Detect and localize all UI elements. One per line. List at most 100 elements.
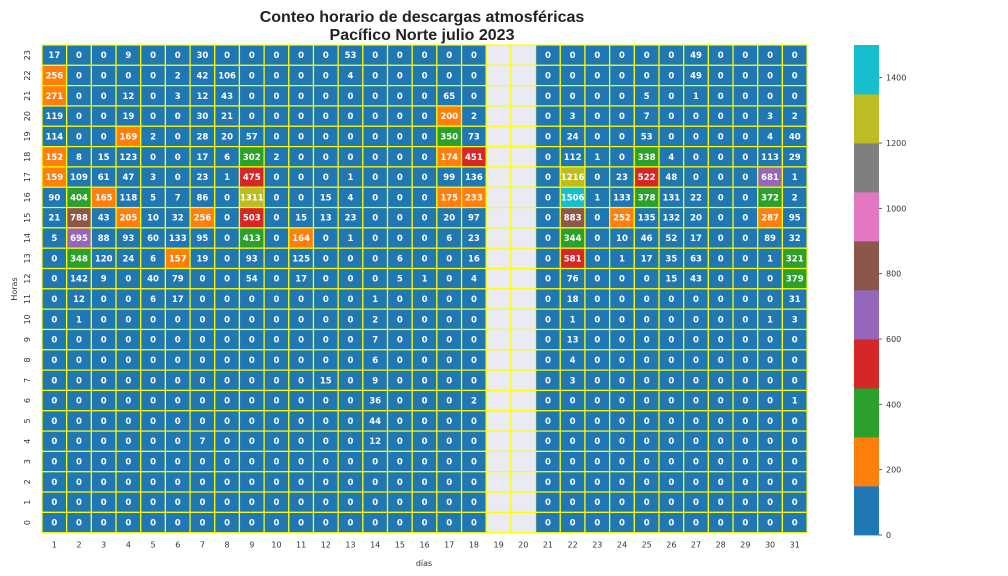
heatmap-cell-label: 0 <box>224 275 230 285</box>
x-tick-label: 11 <box>296 541 306 550</box>
y-tick-label: 14 <box>23 233 32 243</box>
heatmap-cell-missing <box>485 450 512 473</box>
heatmap-cell-label: 0 <box>446 336 452 346</box>
heatmap-cell-label: 0 <box>471 51 477 61</box>
heatmap-cell-label: 63 <box>690 254 702 264</box>
heatmap-cell-label: 0 <box>249 519 255 529</box>
heatmap-cell <box>781 511 808 534</box>
heatmap-cell-label: 113 <box>761 153 779 163</box>
colorbar-segment <box>854 143 879 193</box>
heatmap-cell-label: 49 <box>690 71 702 81</box>
heatmap-cell-label: 0 <box>594 132 600 142</box>
heatmap-cell-label: 379 <box>786 275 804 285</box>
heatmap-cell-label: 0 <box>372 498 378 508</box>
heatmap-cell-label: 2 <box>792 193 798 203</box>
y-tick-label: 19 <box>23 131 32 141</box>
heatmap-cell-label: 0 <box>668 356 674 366</box>
heatmap-cell-label: 0 <box>273 112 279 122</box>
heatmap-cell-label: 0 <box>51 376 57 386</box>
heatmap-cell-label: 0 <box>51 478 57 488</box>
heatmap-cell-label: 17 <box>295 275 307 285</box>
heatmap-cell-label: 1 <box>224 173 230 183</box>
heatmap-cell-label: 0 <box>249 92 255 102</box>
heatmap-cell-label: 0 <box>619 132 625 142</box>
heatmap-cell-label: 6 <box>224 153 230 163</box>
heatmap-cell-label: 0 <box>348 356 354 366</box>
heatmap-cell-missing <box>510 186 537 209</box>
heatmap-cell-label: 451 <box>465 153 483 163</box>
heatmap-cell-label: 0 <box>397 153 403 163</box>
colorbar-segment <box>854 388 879 438</box>
heatmap-cell-label: 0 <box>742 193 748 203</box>
heatmap-cell-label: 0 <box>199 376 205 386</box>
y-axis-label: Horas <box>10 277 19 300</box>
heatmap-cell-label: 54 <box>246 275 258 285</box>
heatmap-cell-label: 2 <box>471 397 477 407</box>
heatmap-cell-label: 0 <box>644 295 650 305</box>
heatmap-cell-label: 0 <box>150 498 156 508</box>
heatmap-cell-missing <box>510 206 537 229</box>
heatmap-cell-label: 0 <box>323 132 329 142</box>
x-tick-label: 10 <box>271 541 281 550</box>
heatmap-cell-label: 0 <box>323 417 329 427</box>
heatmap-cell-label: 0 <box>742 397 748 407</box>
heatmap-cell-label: 0 <box>767 92 773 102</box>
heatmap-cell-missing <box>485 105 512 127</box>
heatmap-cell-label: 0 <box>742 498 748 508</box>
heatmap-cell-label: 131 <box>662 193 680 203</box>
heatmap-cell-label: 0 <box>175 132 181 142</box>
heatmap-cell-label: 15 <box>295 214 307 224</box>
heatmap-cell-label: 0 <box>446 376 452 386</box>
heatmap-cell-label: 0 <box>594 295 600 305</box>
heatmap-cell-label: 53 <box>641 132 653 142</box>
heatmap-cell-label: 0 <box>718 356 724 366</box>
colorbar-segment <box>854 486 879 536</box>
heatmap-cell-label: 2 <box>372 315 378 325</box>
heatmap-cell-label: 0 <box>693 376 699 386</box>
heatmap-cell-label: 0 <box>644 498 650 508</box>
heatmap-cell-label: 0 <box>471 458 477 468</box>
heatmap-cell-label: 0 <box>224 295 230 305</box>
heatmap-cell-label: 0 <box>422 254 428 264</box>
heatmap-cell-label: 0 <box>348 478 354 488</box>
heatmap-cell-label: 0 <box>298 478 304 488</box>
heatmap-cell-label: 0 <box>545 71 551 81</box>
heatmap-cell-label: 0 <box>175 519 181 529</box>
x-tick-label: 20 <box>518 541 528 550</box>
heatmap-cell-label: 0 <box>718 519 724 529</box>
heatmap-cell-label: 0 <box>594 173 600 183</box>
heatmap-cell-label: 0 <box>767 71 773 81</box>
heatmap-cell-label: 0 <box>767 478 773 488</box>
heatmap-cell-label: 0 <box>273 437 279 447</box>
heatmap-cell-label: 24 <box>567 132 579 142</box>
heatmap-cell-label: 0 <box>422 193 428 203</box>
heatmap-cell-label: 0 <box>792 71 798 81</box>
heatmap-cell-label: 0 <box>545 295 551 305</box>
heatmap-cell-label: 132 <box>662 214 680 224</box>
heatmap-cell-label: 0 <box>298 458 304 468</box>
heatmap-cell-label: 0 <box>693 397 699 407</box>
heatmap-cell-label: 0 <box>422 458 428 468</box>
heatmap-cell-label: 0 <box>742 132 748 142</box>
heatmap-cell-label: 0 <box>323 356 329 366</box>
heatmap-cell-label: 0 <box>397 397 403 407</box>
heatmap-cell-label: 0 <box>298 397 304 407</box>
heatmap-cell-label: 40 <box>147 275 159 285</box>
heatmap-cell-label: 0 <box>668 336 674 346</box>
heatmap-cell-label: 0 <box>101 71 107 81</box>
heatmap-cell-label: 53 <box>345 51 357 61</box>
heatmap-cell-label: 6 <box>150 254 156 264</box>
heatmap-cell-label: 49 <box>690 51 702 61</box>
heatmap-cell-label: 0 <box>570 498 576 508</box>
heatmap-cell-label: 0 <box>175 417 181 427</box>
heatmap-cell-label: 0 <box>125 417 131 427</box>
heatmap-cell-label: 0 <box>545 417 551 427</box>
heatmap-cell-missing <box>485 247 512 270</box>
heatmap-cell-label: 0 <box>76 376 82 386</box>
heatmap-cell-label: 0 <box>718 234 724 244</box>
heatmap-cell-label: 52 <box>665 234 677 244</box>
heatmap-cell-missing <box>485 227 512 249</box>
heatmap-cell-label: 9 <box>372 376 378 386</box>
heatmap-cell-label: 0 <box>422 234 428 244</box>
